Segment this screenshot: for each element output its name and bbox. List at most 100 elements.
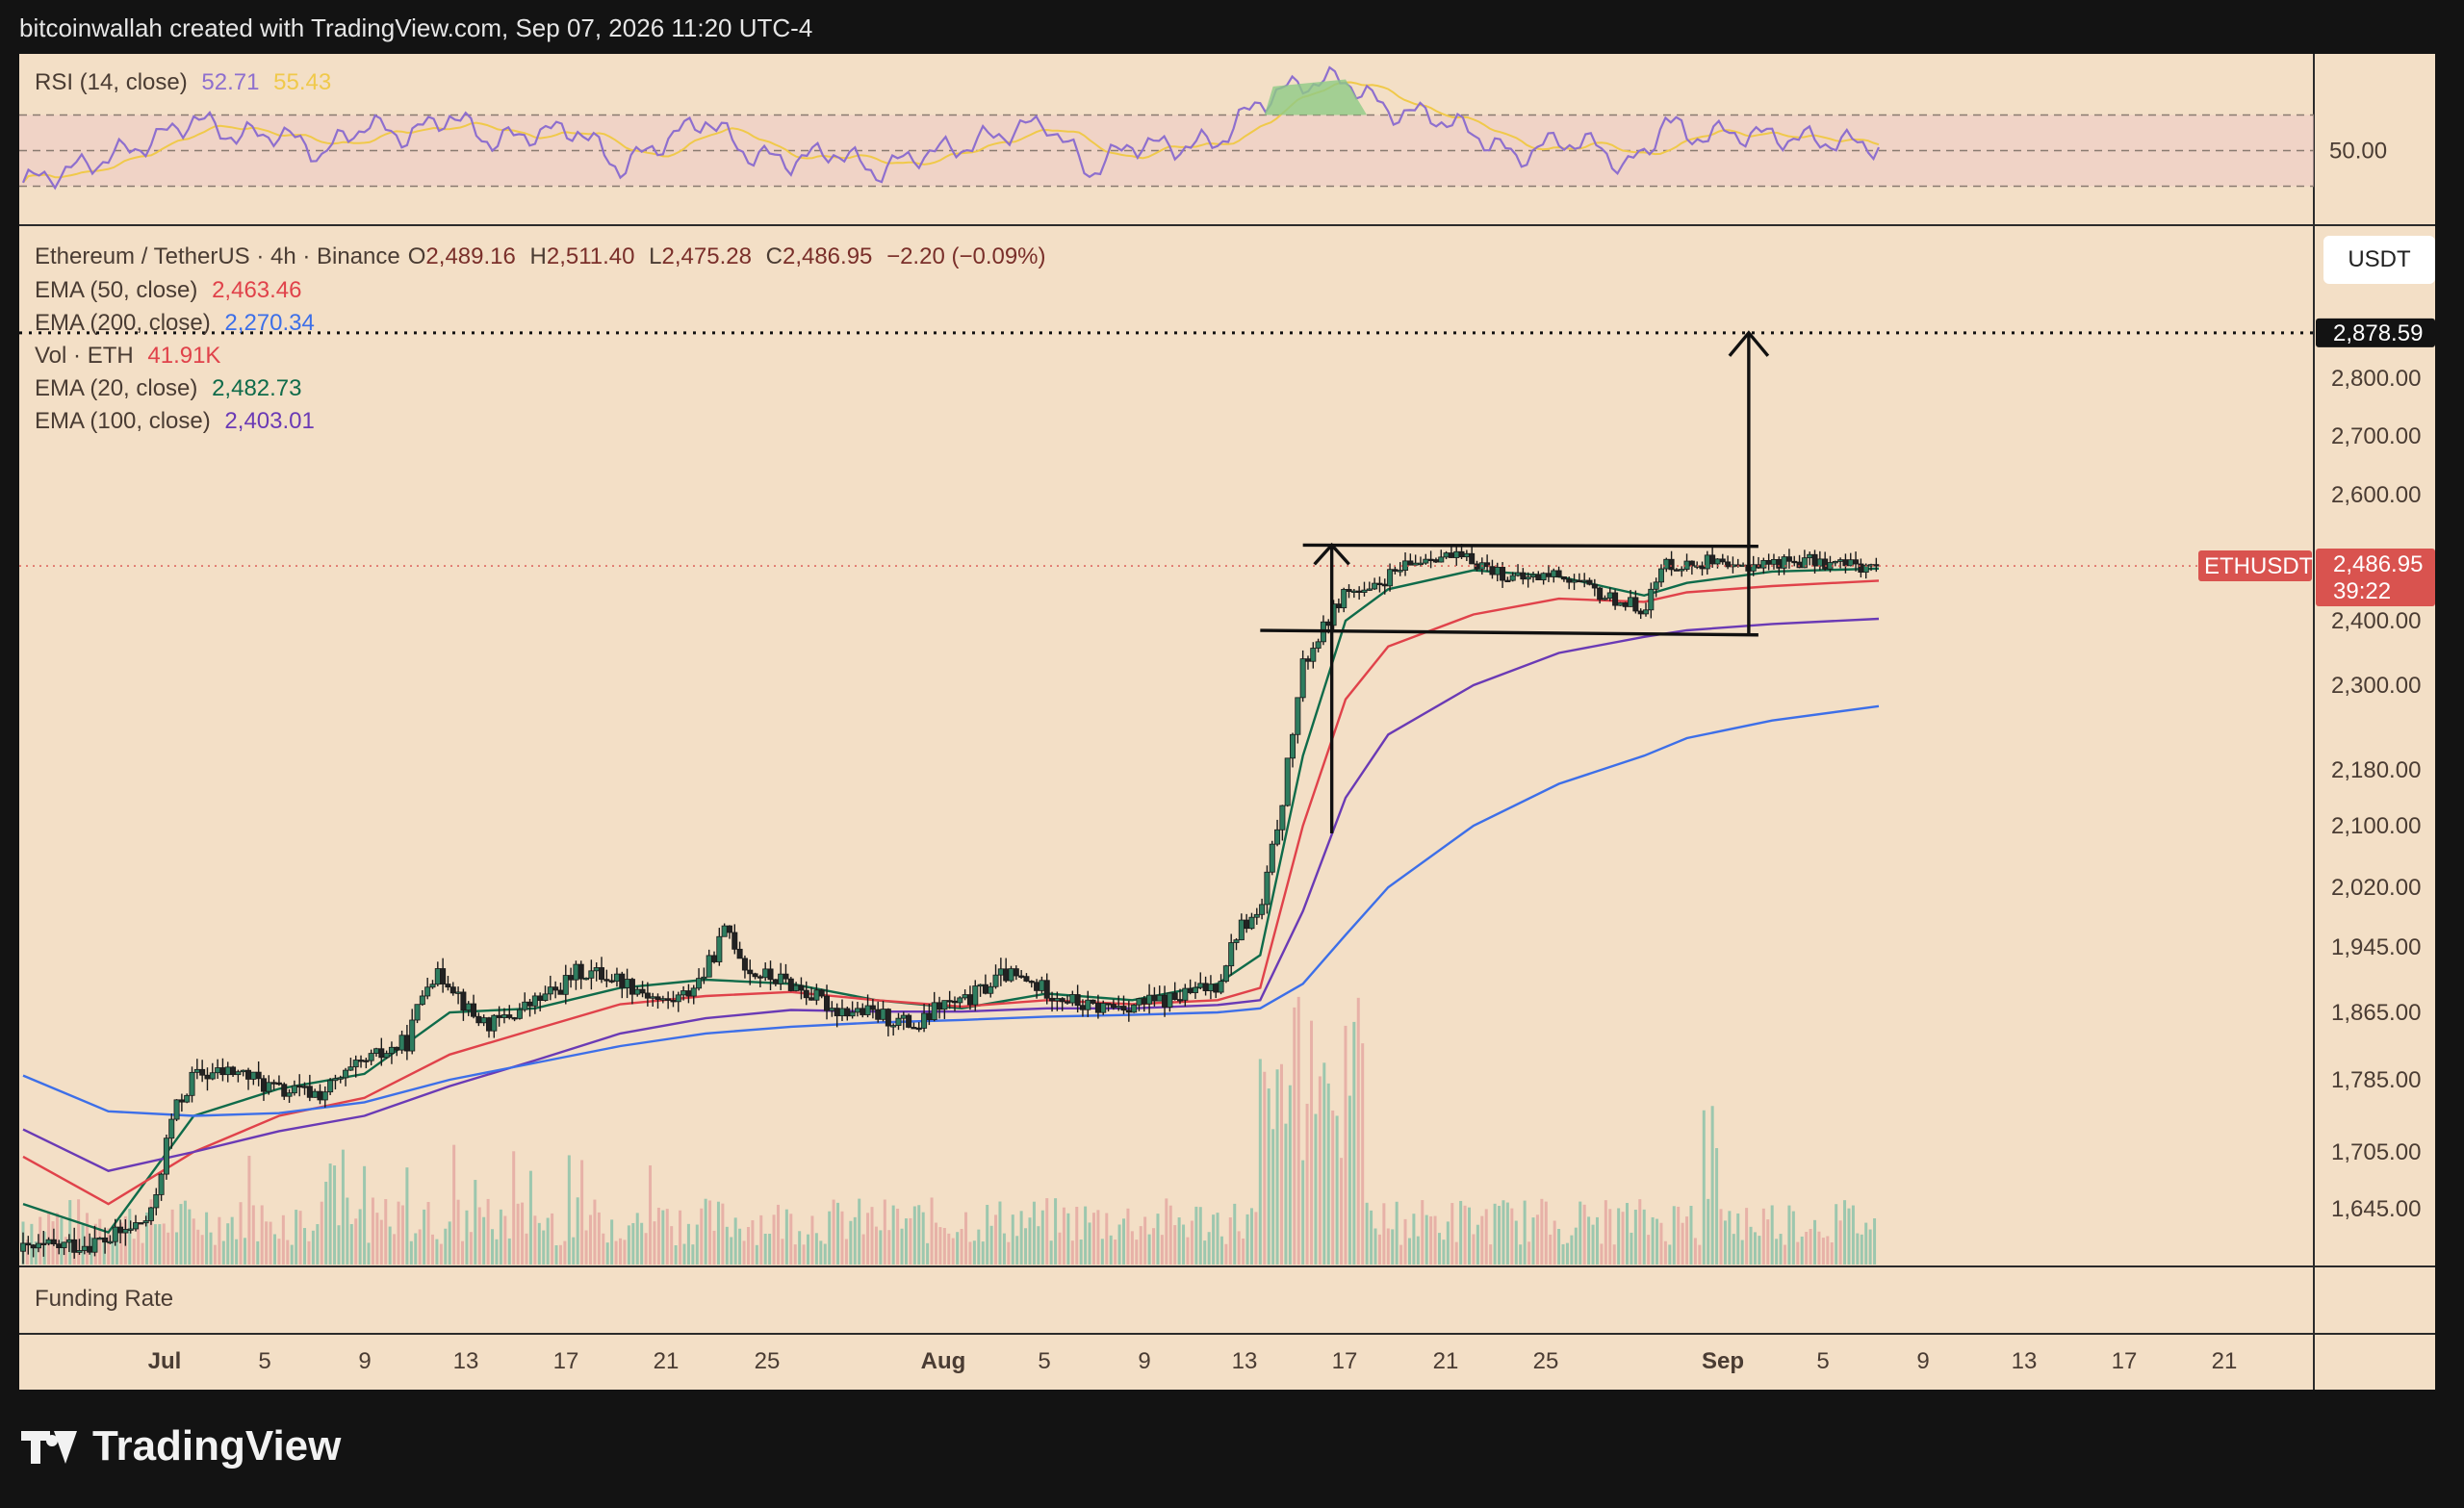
candle-body [317, 1090, 323, 1101]
volume-bar [1476, 1224, 1479, 1265]
candle-body [1515, 572, 1522, 576]
volume-bar [1544, 1201, 1548, 1265]
candle-body [1299, 658, 1306, 699]
candle-body [1295, 697, 1301, 735]
volume-bar [551, 1213, 554, 1265]
volume-bar [1249, 1208, 1253, 1265]
volume-bar [477, 1207, 481, 1265]
volume-bar [1143, 1216, 1147, 1265]
volume-bar [1066, 1213, 1070, 1265]
volume-bar [430, 1234, 434, 1265]
volume-bar [1198, 1207, 1202, 1265]
candle-body [394, 1046, 400, 1051]
volume-bar [1728, 1211, 1732, 1265]
candle-body [599, 967, 605, 981]
candle-body [793, 984, 800, 991]
volume-bar [1502, 1200, 1505, 1265]
volume-bar [213, 1244, 217, 1265]
candle-body [1116, 1006, 1122, 1009]
candle-body [138, 1222, 144, 1225]
volume-bar [593, 1199, 597, 1265]
candle-body [178, 1099, 185, 1103]
volume-bar [1326, 1083, 1330, 1265]
volume-bar [286, 1240, 290, 1265]
candle-body [209, 1072, 216, 1080]
candle-body [1571, 579, 1578, 583]
volume-bar [968, 1241, 972, 1265]
price-axis-tick: 1,785.00 [2331, 1067, 2421, 1093]
candle-body [1381, 583, 1388, 587]
volume-bar [938, 1227, 942, 1265]
volume-bar [1224, 1243, 1228, 1265]
candle-body [880, 1009, 886, 1020]
date-axis-tick: 9 [1916, 1348, 1929, 1374]
volume-bar [179, 1204, 183, 1265]
volume-bar [77, 1199, 81, 1265]
candle-body [480, 1017, 487, 1024]
volume-bar [295, 1210, 298, 1265]
volume-bar [1847, 1208, 1851, 1265]
volume-bar [1668, 1244, 1672, 1265]
volume-bar [521, 1202, 525, 1265]
indicator-value: 2,482.73 [212, 375, 302, 401]
volume-bar [1331, 1110, 1335, 1265]
volume-bar [1109, 1235, 1113, 1265]
candle-body [1801, 557, 1808, 569]
volume-bar [695, 1224, 699, 1265]
volume-bar [239, 1202, 243, 1265]
volume-bar [235, 1239, 239, 1265]
volume-bar [320, 1201, 323, 1265]
candle-body [537, 995, 544, 1001]
volume-bar [1770, 1205, 1774, 1265]
candle-body [1259, 904, 1266, 915]
volume-bar [1565, 1242, 1569, 1265]
candle-body [30, 1244, 37, 1249]
volume-bar [1604, 1200, 1607, 1265]
volume-bar [602, 1233, 605, 1265]
volume-bar [324, 1181, 328, 1265]
volume-bar [1826, 1236, 1830, 1265]
candle-body [189, 1071, 195, 1096]
candle-body [1069, 994, 1076, 1004]
candle-body [1560, 575, 1567, 580]
candle-body [158, 1173, 165, 1195]
volume-bar [1519, 1244, 1523, 1265]
volume-bar [1186, 1237, 1190, 1265]
volume-bar [1284, 1123, 1288, 1265]
volume-bar [1361, 1043, 1365, 1265]
candle-body [1222, 965, 1229, 983]
candle-body [40, 1242, 47, 1245]
candle-body [1725, 561, 1732, 568]
volume-bar [588, 1214, 592, 1265]
candle-body [358, 1060, 365, 1062]
symbol-title: Ethereum / TetherUS · 4h · Binance [35, 243, 400, 269]
candle-body [1013, 968, 1019, 977]
candle-body [1151, 994, 1158, 1002]
candle-body [1248, 916, 1255, 930]
candle-body [767, 968, 774, 981]
volume-bar [1809, 1229, 1812, 1265]
candle-body [542, 993, 549, 1001]
candle-body [665, 998, 672, 1001]
candle-body [1842, 559, 1849, 567]
candle-body [1612, 592, 1619, 606]
volume-bar [776, 1204, 780, 1265]
candle-body [1090, 999, 1096, 1004]
candle-body [1366, 588, 1373, 591]
volume-bar [1642, 1209, 1646, 1265]
volume-bar [576, 1197, 579, 1265]
volume-bar [1446, 1221, 1450, 1265]
volume-bar [721, 1203, 725, 1265]
indicator-label: EMA (20, close) [35, 375, 198, 401]
currency-button[interactable]: USDT [2323, 236, 2435, 284]
rsi-overbought-fill [1264, 79, 1368, 115]
candle-body [824, 995, 831, 1011]
price-axis-tick: 2,400.00 [2331, 608, 2421, 634]
volume-bar [1677, 1206, 1681, 1265]
candle-body [1648, 588, 1655, 611]
candle-body [25, 1242, 32, 1246]
candle-body [783, 973, 789, 980]
candle-body [1310, 648, 1317, 662]
